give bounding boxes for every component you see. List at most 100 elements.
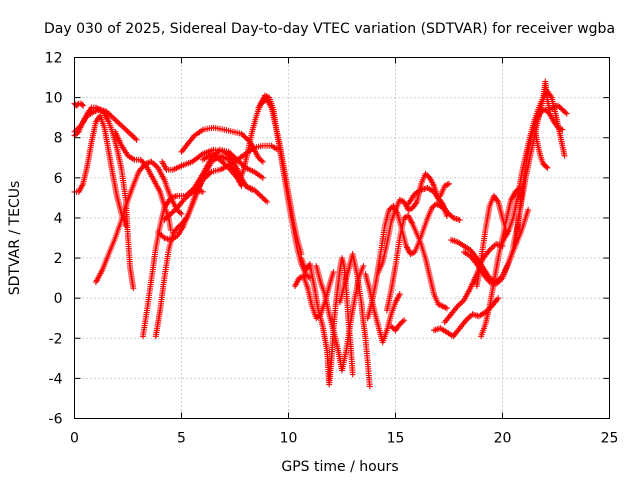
- series-track-35: [510, 78, 570, 249]
- series-track-4: [71, 112, 129, 229]
- series-track-33: [497, 88, 568, 251]
- y-tick-label: 2: [54, 251, 63, 267]
- data-point: [221, 160, 228, 167]
- series-track-24: [383, 212, 450, 314]
- y-tick-label: 6: [54, 171, 63, 187]
- data-point: [456, 216, 463, 223]
- series-track-10: [161, 186, 206, 223]
- data-point: [366, 383, 373, 390]
- data-point: [553, 103, 560, 110]
- y-tick-label: -6: [49, 412, 63, 428]
- data-point: [217, 156, 223, 163]
- data-point: [167, 226, 174, 233]
- data-point: [241, 181, 248, 188]
- series-track-13: [199, 150, 271, 205]
- data-point: [398, 319, 405, 326]
- series-line: [258, 99, 311, 279]
- data-point: [264, 198, 271, 205]
- data-point: [177, 209, 184, 216]
- data-point: [202, 174, 209, 181]
- data-point: [221, 148, 228, 155]
- series-group: [71, 78, 570, 390]
- data-point: [423, 172, 430, 179]
- data-point: [525, 206, 532, 213]
- data-point: [396, 291, 403, 298]
- data-point: [428, 204, 435, 211]
- data-point: [398, 197, 405, 204]
- data-point: [443, 305, 450, 312]
- data-point: [561, 152, 568, 159]
- data-point: [80, 102, 87, 109]
- series-track-5: [92, 158, 185, 286]
- series-track-25: [405, 184, 463, 223]
- data-point: [396, 321, 403, 328]
- data-point: [386, 206, 393, 213]
- data-point: [237, 159, 243, 166]
- data-point: [559, 106, 566, 113]
- y-axis-label: SDTVAR / TECUs: [7, 181, 23, 296]
- data-point: [401, 214, 408, 221]
- x-tick-label: 25: [601, 431, 619, 447]
- data-point: [259, 158, 266, 165]
- series-track-30: [461, 239, 519, 288]
- data-point: [562, 109, 569, 116]
- series-track-15: [255, 96, 313, 282]
- data-point: [401, 317, 408, 324]
- data-point: [174, 225, 181, 231]
- data-point: [396, 196, 403, 203]
- series-track-36: [531, 122, 551, 171]
- tick-labels: 0 5 10 15 20 25 -6 -4 -2 0 2 4 6 8 10 12: [45, 51, 619, 447]
- data-point: [258, 157, 265, 164]
- data-point: [558, 105, 564, 112]
- data-point: [305, 273, 312, 280]
- data-point: [433, 200, 440, 207]
- series-track-2: [71, 104, 137, 292]
- data-point: [360, 263, 367, 270]
- data-point: [262, 92, 268, 99]
- y-tick-label: -4: [49, 371, 63, 387]
- y-tick-label: 8: [54, 131, 63, 147]
- data-point: [548, 106, 554, 112]
- data-point: [556, 125, 563, 132]
- series-track-32: [473, 192, 510, 290]
- data-point: [263, 93, 270, 100]
- x-tick-label: 10: [280, 431, 298, 447]
- x-tick-label: 20: [494, 431, 512, 447]
- data-point: [543, 163, 550, 170]
- data-point: [199, 176, 206, 183]
- data-point: [79, 101, 85, 108]
- data-point: [238, 130, 245, 137]
- data-point: [558, 126, 564, 132]
- y-tick-label: 0: [54, 291, 63, 307]
- data-point: [178, 210, 185, 217]
- data-point: [559, 126, 566, 133]
- data-point: [438, 302, 445, 309]
- data-point: [407, 251, 414, 257]
- data-point: [388, 323, 395, 330]
- series-track-9: [155, 142, 281, 243]
- series-track-23: [388, 317, 408, 334]
- data-point: [441, 303, 447, 310]
- y-tick-label: -2: [49, 331, 63, 347]
- series-track-21: [364, 200, 448, 322]
- data-point: [204, 172, 211, 179]
- y-tick-label: 4: [54, 211, 63, 227]
- data-point: [446, 180, 452, 187]
- data-point: [257, 156, 263, 163]
- data-point: [241, 133, 248, 140]
- data-point: [224, 163, 231, 170]
- data-point: [130, 134, 137, 141]
- data-point: [544, 164, 551, 171]
- data-point: [224, 151, 231, 158]
- series-track-1: [71, 100, 87, 109]
- data-point: [330, 269, 337, 276]
- y-tick-label: 10: [45, 91, 63, 107]
- data-point: [227, 154, 233, 161]
- data-point: [540, 107, 547, 114]
- data-point: [422, 170, 429, 177]
- series-track-3: [71, 106, 140, 143]
- data-point: [406, 206, 413, 213]
- data-point: [408, 250, 415, 257]
- data-point: [129, 132, 136, 139]
